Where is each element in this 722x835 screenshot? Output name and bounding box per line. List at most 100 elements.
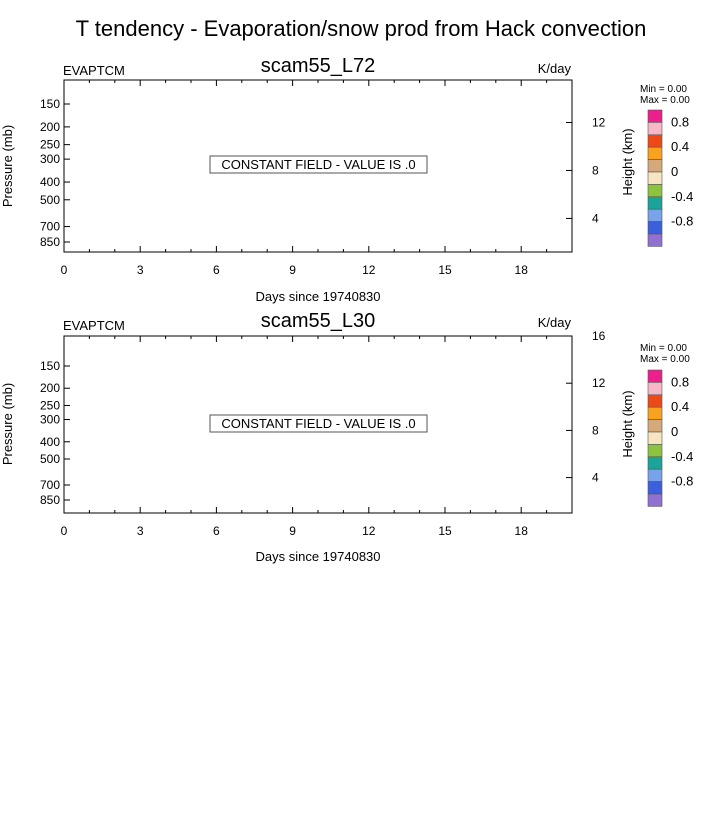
panel-1: EVAPTCM scam55_L72 K/day 0 3 6 9 12 15 18 150 2… xyxy=(0,55,693,304)
panel-1-colorbar-box xyxy=(647,134,663,148)
panel-2-x-tick-label: 12 xyxy=(362,524,376,538)
panel-2-colorbar-label: 0.4 xyxy=(671,399,689,414)
panel-2-x-tick-label: 3 xyxy=(137,524,144,538)
panel-1-z-tick-label: 4 xyxy=(592,211,599,225)
panel-1-x-tick-label: 0 xyxy=(61,263,68,277)
panel-2-p-tick-label: 850 xyxy=(40,493,60,507)
panel-1-x-tick-label: 3 xyxy=(137,263,144,277)
panel-2-x-ticks: 0 3 6 9 12 15 18 xyxy=(61,336,573,538)
panel-2-colorbar-box xyxy=(647,468,663,482)
panel-2-colorbar-box xyxy=(647,444,663,458)
panel-2-constant-box xyxy=(209,414,428,433)
panel-2-x-tick-label: 18 xyxy=(515,524,529,538)
panel-1-p-tick-label: 300 xyxy=(40,152,60,166)
panel-1-colorbar-box xyxy=(647,221,663,235)
panel-2-z-tick-label: 16 xyxy=(592,329,606,343)
panel-1-max-text: Max = 0.00 xyxy=(640,95,690,106)
panel-1-right-label: K/day xyxy=(538,61,572,76)
panel-1-x-tick-label: 6 xyxy=(213,263,220,277)
panel-1-x-tick-label: 15 xyxy=(438,263,452,277)
panel-1-x-tick-label: 12 xyxy=(362,263,376,277)
panel-1-colorbar-box xyxy=(647,171,663,185)
panel-2-min-text: Min = 0.00 xyxy=(640,343,687,354)
panel-2-x-tick-label: 0 xyxy=(61,524,68,538)
panel-2-colorbar-label: 0.8 xyxy=(671,374,689,389)
panel-2-colorbar-box xyxy=(647,394,663,408)
panel-2-ylabel-right: Height (km) xyxy=(620,390,635,457)
panel-1-colorbar-label: 0.8 xyxy=(671,114,689,129)
panel-1-min-text: Min = 0.00 xyxy=(640,84,687,95)
panel-1-colorbar-label: 0 xyxy=(671,164,678,179)
panel-2-right-ticks: 4 8 12 16 xyxy=(566,329,606,485)
panel-1-left-label: EVAPTCM xyxy=(63,63,125,78)
panel-1-colorbar-box xyxy=(647,184,663,198)
panel-2-x-tick-label: 6 xyxy=(213,524,220,538)
panel-1-z-tick-label: 12 xyxy=(592,115,606,129)
panel-1-colorbar: 0.8 0.4 0 -0.4 -0.8 xyxy=(647,109,693,247)
panel-2-colorbar: 0.8 0.4 0 -0.4 -0.8 xyxy=(647,369,693,507)
panel-2-colorbar-box xyxy=(647,493,663,507)
panel-2-xlabel: Days since 19740830 xyxy=(255,549,380,564)
panel-1-colorbar-label: 0.4 xyxy=(671,139,689,154)
panel-2-x-tick-label: 15 xyxy=(438,524,452,538)
panel-1-p-tick-label: 200 xyxy=(40,120,60,134)
page-title: T tendency - Evaporation/snow prod from … xyxy=(76,16,647,41)
panel-2-p-tick-label: 700 xyxy=(40,478,60,492)
panel-1-ylabel-left: Pressure (mb) xyxy=(0,125,15,207)
panel-1-colorbar-box xyxy=(647,208,663,222)
panel-1-colorbar-box xyxy=(647,196,663,210)
panel-2-colorbar-box xyxy=(647,406,663,420)
panel-1-colorbar-box xyxy=(647,146,663,160)
panel-2-p-tick-label: 400 xyxy=(40,435,60,449)
panel-1-colorbar-box xyxy=(647,159,663,173)
panel-2-colorbar-label: -0.8 xyxy=(671,474,693,489)
panel-1-colorbar-box xyxy=(647,109,663,123)
panel-1-right-ticks: 4 8 12 xyxy=(566,115,606,225)
panel-2-constant-message: CONSTANT FIELD - VALUE IS .0 xyxy=(221,416,415,431)
panel-1-p-tick-label: 700 xyxy=(40,220,60,234)
panel-1-x-tick-label: 9 xyxy=(289,263,296,277)
panel-1-x-ticks: 0 3 6 9 12 15 18 xyxy=(61,80,573,277)
panel-1-p-tick-label: 150 xyxy=(40,97,60,111)
panel-2-colorbar-box xyxy=(647,382,663,396)
panel-1-constant-message: CONSTANT FIELD - VALUE IS .0 xyxy=(221,157,415,172)
panel-1-xlabel: Days since 19740830 xyxy=(255,289,380,304)
panel-1-ylabel-right: Height (km) xyxy=(620,128,635,195)
panel-2-p-tick-label: 150 xyxy=(40,359,60,373)
panel-1-title: scam55_L72 xyxy=(261,55,376,77)
panel-2-ylabel-left: Pressure (mb) xyxy=(0,383,15,465)
panel-2-colorbar-box xyxy=(647,431,663,445)
panel-2: EVAPTCM scam55_L30 K/day 0 3 6 9 12 15 18 150 2… xyxy=(0,310,693,564)
panel-1-colorbar-box xyxy=(647,233,663,247)
panel-1-p-tick-label: 400 xyxy=(40,175,60,189)
panel-1-colorbar-label: -0.4 xyxy=(671,189,693,204)
panel-2-left-label: EVAPTCM xyxy=(63,318,125,333)
panel-1-z-tick-label: 8 xyxy=(592,163,599,177)
panel-1-colorbar-box xyxy=(647,122,663,136)
panel-2-colorbar-box xyxy=(647,419,663,433)
panel-2-max-text: Max = 0.00 xyxy=(640,354,690,365)
panel-1-x-tick-label: 18 xyxy=(515,263,529,277)
panel-1-constant-box xyxy=(209,155,428,174)
panel-2-colorbar-box xyxy=(647,456,663,470)
panel-2-z-tick-label: 8 xyxy=(592,423,599,437)
panel-1-colorbar-label: -0.8 xyxy=(671,214,693,229)
panel-2-colorbar-label: 0 xyxy=(671,424,678,439)
panel-2-title: scam55_L30 xyxy=(261,310,376,332)
panel-2-p-tick-label: 500 xyxy=(40,452,60,466)
panel-2-z-tick-label: 12 xyxy=(592,376,606,390)
panel-2-p-tick-label: 300 xyxy=(40,413,60,427)
panel-2-z-tick-label: 4 xyxy=(592,471,599,485)
panel-1-p-tick-label: 500 xyxy=(40,193,60,207)
panel-2-colorbar-box xyxy=(647,481,663,495)
panel-2-colorbar-label: -0.4 xyxy=(671,449,693,464)
panel-1-p-tick-label: 250 xyxy=(40,138,60,152)
panel-1-p-tick-label: 850 xyxy=(40,235,60,249)
panel-2-p-tick-label: 250 xyxy=(40,398,60,412)
panel-2-colorbar-box xyxy=(647,369,663,383)
panel-2-x-tick-label: 9 xyxy=(289,524,296,538)
panel-2-right-label: K/day xyxy=(538,315,572,330)
